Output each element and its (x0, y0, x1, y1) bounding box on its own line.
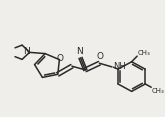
Text: O: O (97, 52, 104, 61)
Text: N: N (77, 47, 83, 56)
Text: NH: NH (113, 62, 125, 71)
Text: CH₃: CH₃ (137, 50, 150, 56)
Text: CH₃: CH₃ (151, 88, 164, 94)
Text: N: N (23, 47, 30, 56)
Text: O: O (57, 54, 64, 63)
